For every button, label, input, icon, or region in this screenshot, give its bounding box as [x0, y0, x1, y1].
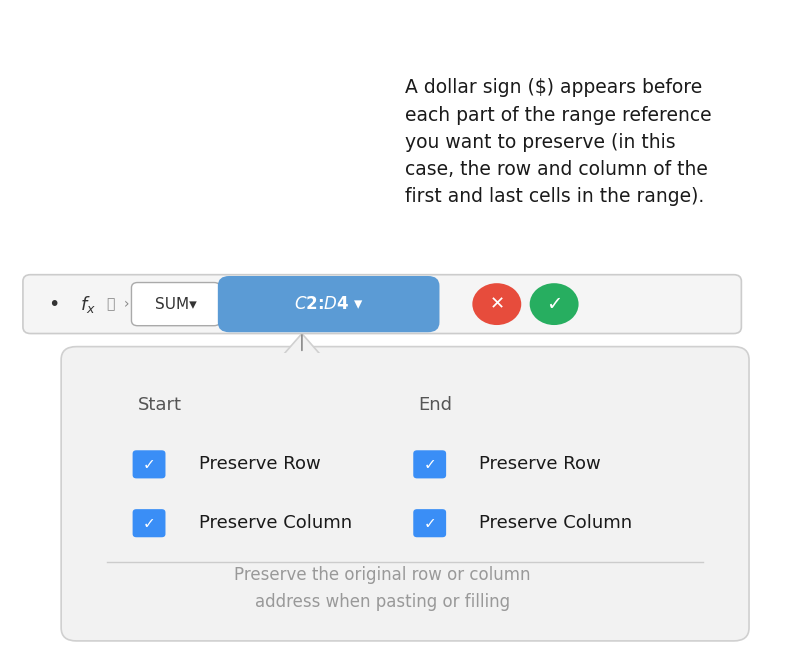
FancyBboxPatch shape: [413, 509, 446, 538]
Text: ✓: ✓: [546, 294, 562, 314]
FancyBboxPatch shape: [61, 347, 749, 641]
Text: Preserve Column: Preserve Column: [199, 514, 352, 532]
FancyBboxPatch shape: [133, 509, 166, 538]
Text: ✓: ✓: [423, 516, 436, 530]
Text: End: End: [418, 396, 452, 415]
Text: Preserve Row: Preserve Row: [199, 455, 320, 473]
FancyBboxPatch shape: [217, 276, 440, 332]
Text: A dollar sign ($) appears before
each part of the range reference
you want to pr: A dollar sign ($) appears before each pa…: [405, 78, 712, 207]
Text: Start: Start: [137, 396, 181, 415]
FancyBboxPatch shape: [413, 451, 446, 479]
Circle shape: [530, 283, 579, 325]
Text: ✓: ✓: [143, 457, 155, 472]
FancyBboxPatch shape: [131, 283, 220, 326]
Polygon shape: [279, 334, 325, 360]
Text: ✓: ✓: [143, 516, 155, 530]
Text: $f_x$: $f_x$: [80, 294, 96, 315]
Text: 〈: 〈: [107, 297, 115, 311]
FancyBboxPatch shape: [133, 451, 166, 479]
Text: •: •: [48, 294, 59, 314]
Text: $C$2:$D$4 ▾: $C$2:$D$4 ▾: [294, 295, 363, 313]
FancyBboxPatch shape: [23, 275, 741, 334]
FancyBboxPatch shape: [84, 353, 726, 363]
Text: Preserve Row: Preserve Row: [480, 455, 601, 473]
Text: ✕: ✕: [489, 295, 505, 313]
Text: ›: ›: [123, 297, 129, 311]
Circle shape: [473, 283, 521, 325]
Text: SUM▾: SUM▾: [155, 297, 197, 311]
Text: Preserve Column: Preserve Column: [480, 514, 633, 532]
Text: Preserve the original row or column
address when pasting or filling: Preserve the original row or column addr…: [234, 566, 531, 611]
Text: ✓: ✓: [423, 457, 436, 472]
